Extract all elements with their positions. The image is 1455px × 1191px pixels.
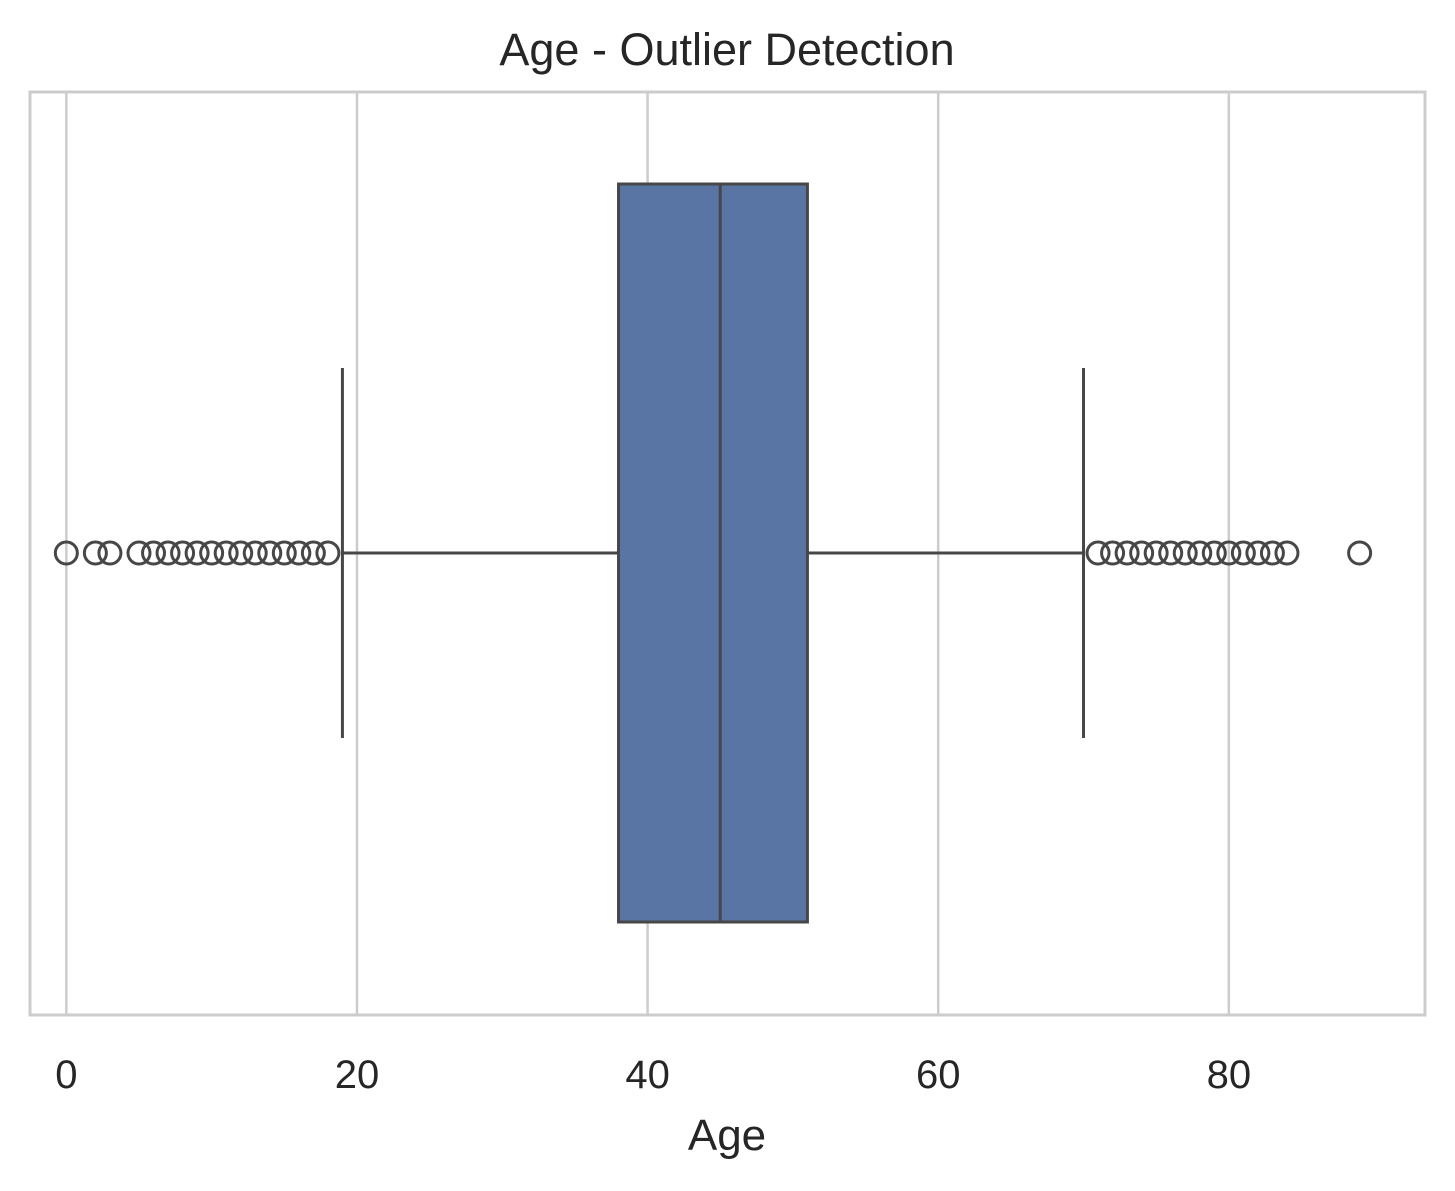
outlier-point (1230, 540, 1256, 566)
outlier-point (97, 540, 123, 566)
outlier-point (82, 540, 108, 566)
iqr-box (617, 182, 809, 924)
outlier-point (1201, 540, 1227, 566)
outlier-point (257, 540, 283, 566)
x-axis-label: Age (688, 1111, 766, 1160)
outlier-point (1347, 540, 1373, 566)
x-tick-label: 0 (55, 1053, 77, 1097)
outlier-point (228, 540, 254, 566)
outlier-point (1129, 540, 1155, 566)
outlier-point (1172, 540, 1198, 566)
plot-frame (28, 90, 1427, 1017)
outlier-point (1259, 540, 1285, 566)
outlier-point (141, 540, 167, 566)
outlier-point (1114, 540, 1140, 566)
outlier-point (271, 540, 297, 566)
chart-title: Age - Outlier Detection (499, 24, 954, 75)
outlier-point (1158, 540, 1184, 566)
outlier-point (155, 540, 181, 566)
outlier-point (53, 540, 79, 566)
outlier-point (184, 540, 210, 566)
box-plot (340, 182, 1086, 924)
outlier-point (242, 540, 268, 566)
outlier-point (286, 540, 312, 566)
outlier-point (1100, 540, 1126, 566)
outlier-point (300, 540, 326, 566)
outlier-point (1085, 540, 1111, 566)
x-tick-label: 80 (1207, 1053, 1252, 1097)
outlier-point (126, 540, 152, 566)
outlier-point (170, 540, 196, 566)
outlier-points (53, 540, 1373, 566)
outlier-point (1216, 540, 1242, 566)
x-tick-label: 20 (335, 1053, 380, 1097)
x-tick-label: 40 (625, 1053, 670, 1097)
outlier-point (199, 540, 225, 566)
outlier-point (1245, 540, 1271, 566)
outlier-point (1187, 540, 1213, 566)
outlier-point (315, 540, 341, 566)
outlier-point (1143, 540, 1169, 566)
outlier-point (213, 540, 239, 566)
x-tick-label: 60 (916, 1053, 961, 1097)
outlier-point (1274, 540, 1300, 566)
x-tick-labels: 0 20 40 60 80 (55, 1053, 1251, 1097)
